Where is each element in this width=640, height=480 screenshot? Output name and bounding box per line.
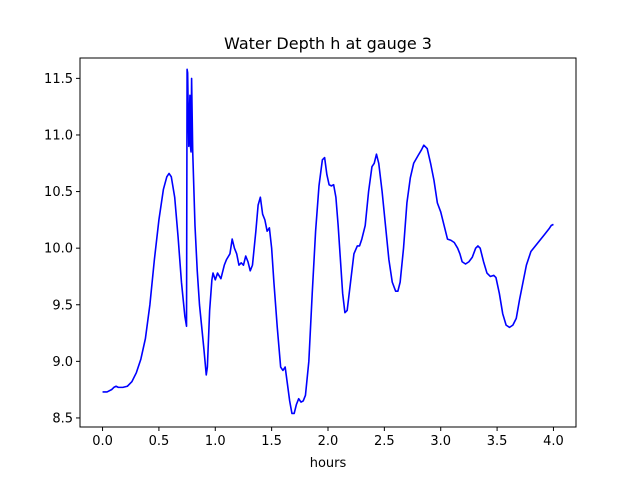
y-tick-label: 8.5 — [52, 411, 73, 426]
x-axis-label: hours — [310, 456, 347, 471]
x-tick-label: 0.0 — [92, 434, 113, 449]
series-line-0 — [102, 68, 554, 415]
x-tick-label: 4.0 — [543, 434, 564, 449]
y-tick-label: 9.5 — [52, 298, 73, 313]
y-tick-label: 9.0 — [52, 355, 73, 370]
x-axis-ticks: 0.0 0.5 1.0 1.5 2.0 2.5 3.0 3.5 4.0 — [92, 427, 564, 449]
y-tick-label: 11.0 — [44, 128, 73, 143]
chart-title: Water Depth h at gauge 3 — [224, 34, 432, 53]
y-tick-label: 10.0 — [44, 242, 73, 257]
x-tick-label: 2.5 — [374, 434, 395, 449]
y-tick-label: 11.5 — [44, 72, 73, 87]
x-tick-label: 2.0 — [318, 434, 339, 449]
y-axis-ticks: 8.5 9.0 9.5 10.0 10.5 11.0 11.5 — [44, 72, 80, 426]
x-tick-label: 0.5 — [149, 434, 170, 449]
x-tick-label: 3.0 — [430, 434, 451, 449]
x-tick-label: 1.5 — [261, 434, 282, 449]
x-tick-label: 3.5 — [487, 434, 508, 449]
plot-area — [102, 68, 554, 415]
y-tick-label: 10.5 — [44, 185, 73, 200]
plot-frame — [79, 57, 577, 428]
x-tick-label: 1.0 — [205, 434, 226, 449]
